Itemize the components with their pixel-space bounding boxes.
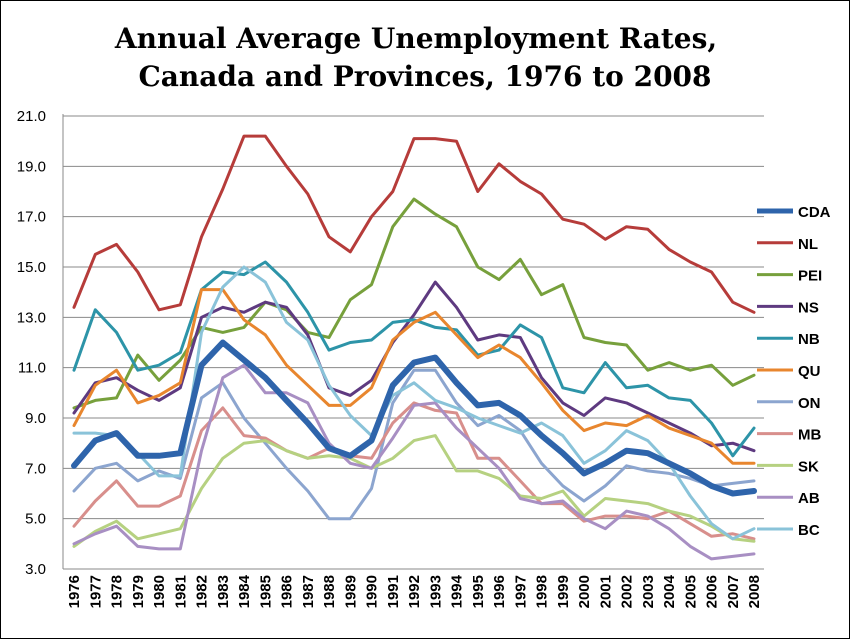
- legend-label-on: ON: [798, 395, 821, 412]
- y-tick-label: 5.0: [25, 511, 46, 528]
- legend-label-ns: NS: [798, 299, 819, 316]
- x-tick-label: 1979: [130, 575, 147, 608]
- legend: CDA NL PEI NS NB QU ON MB SK AB BC: [757, 204, 831, 539]
- x-tick-label: 2002: [619, 575, 636, 608]
- legend-label-ab: AB: [798, 490, 820, 507]
- series-line-ab: [72, 363, 756, 561]
- series-lines: [71, 134, 757, 561]
- y-tick-label: 15.0: [17, 259, 46, 276]
- legend-label-mb: MB: [798, 427, 821, 444]
- x-tick-label: 1977: [87, 575, 104, 608]
- x-tick-label: 1998: [534, 575, 551, 608]
- x-tick-label: 2005: [682, 575, 699, 608]
- y-tick-label: 13.0: [17, 309, 46, 326]
- x-tick-label: 1978: [109, 575, 126, 608]
- x-tick-label: 1985: [257, 575, 274, 608]
- series-line-qu: [72, 288, 756, 465]
- legend-label-bc: BC: [798, 522, 820, 539]
- y-tick-label: 3.0: [25, 561, 46, 578]
- chart-subtitle: Canada and Provinces, 1976 to 2008: [138, 60, 711, 93]
- x-tick-label: 1984: [236, 574, 253, 608]
- series-line-nb: [72, 260, 756, 458]
- x-tick-label: 1994: [449, 574, 466, 608]
- x-tick-label: 2000: [576, 575, 593, 608]
- y-tick-label: 17.0: [17, 209, 46, 226]
- x-tick-label: 1996: [491, 575, 508, 608]
- x-tick-label: 2006: [704, 575, 721, 608]
- x-tick-label: 1983: [215, 575, 232, 608]
- x-tick-label: 2008: [746, 575, 763, 608]
- x-tick-label: 1993: [427, 575, 444, 608]
- series-line-nl: [72, 134, 756, 314]
- x-tick-label: 1999: [555, 575, 572, 608]
- y-tick-label: 19.0: [17, 158, 46, 175]
- legend-label-sk: SK: [798, 458, 819, 475]
- y-tick-label: 7.0: [25, 460, 46, 477]
- x-tick-label: 1981: [172, 575, 189, 608]
- x-tick-label: 1976: [66, 575, 83, 608]
- x-tick-label: 1988: [321, 575, 338, 608]
- x-tick-label: 2001: [597, 575, 614, 608]
- y-tick-label: 9.0: [25, 410, 46, 427]
- x-tick-label: 1995: [470, 575, 487, 608]
- y-tick-label: 11.0: [18, 360, 46, 377]
- x-tick-label: 1997: [512, 575, 529, 608]
- legend-label-pei: PEI: [798, 268, 822, 285]
- series-line-mb: [72, 401, 756, 541]
- x-tick-label: 1990: [364, 575, 381, 608]
- y-tick-label: 21.0: [17, 108, 46, 125]
- legend-label-nb: NB: [798, 331, 820, 348]
- x-tick-label: 2004: [661, 574, 678, 608]
- legend-label-cda: CDA: [798, 204, 831, 221]
- x-tick-label: 1987: [300, 575, 317, 608]
- series-line-on: [72, 368, 756, 521]
- x-tick-label: 1989: [342, 575, 359, 608]
- x-tick-label: 2007: [725, 575, 742, 608]
- legend-label-nl: NL: [798, 236, 818, 253]
- x-tick-label: 1991: [385, 575, 402, 608]
- x-tick-label: 1982: [194, 575, 211, 608]
- x-tick-label: 2003: [640, 575, 657, 608]
- x-tick-label: 1980: [151, 575, 168, 608]
- series-line-ns: [72, 280, 756, 453]
- x-tick-label: 1986: [279, 575, 296, 608]
- series-line-pei: [72, 197, 756, 410]
- x-tick-label: 1992: [406, 575, 423, 608]
- chart-title: Annual Average Unemployment Rates,: [114, 22, 717, 55]
- legend-label-qu: QU: [798, 363, 821, 380]
- y-axis-ticks: 21.0 19.0 17.0 15.0 13.0 11.0 9.0 7.0 5.0 3.0: [17, 108, 46, 578]
- x-axis-ticks: 1976 1977 1978 1979 1980 1981 1982 1983 1984 1985…: [66, 574, 763, 608]
- series-line-cda: [71, 339, 757, 497]
